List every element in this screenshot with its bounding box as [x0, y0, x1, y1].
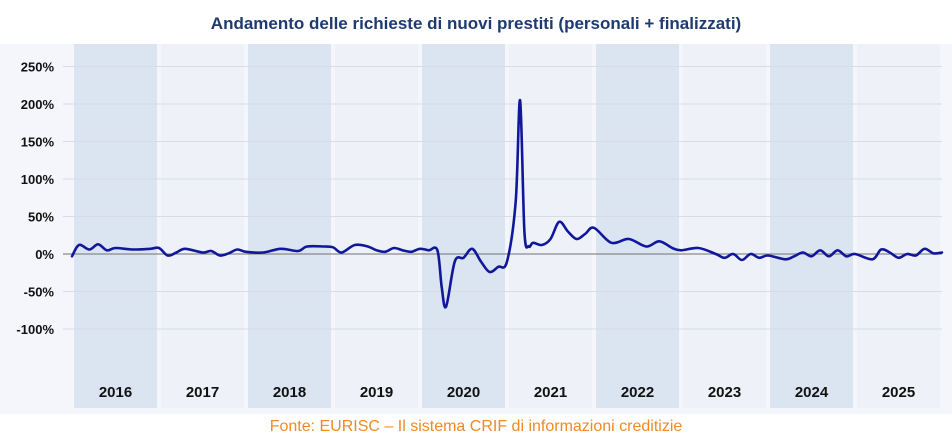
y-tick-label: 200%	[21, 97, 55, 112]
year-label-2025: 2025	[882, 384, 915, 401]
year-band-2023	[683, 44, 766, 408]
y-tick-label: -50%	[24, 285, 55, 300]
chart-title: Andamento delle richieste di nuovi prest…	[210, 14, 742, 33]
year-band-2018	[248, 44, 331, 408]
year-label-2021: 2021	[534, 384, 567, 401]
year-band-2025	[857, 44, 940, 408]
year-label-2023: 2023	[708, 384, 741, 401]
y-tick-label: 100%	[21, 172, 55, 187]
series-line	[70, 98, 944, 309]
year-band-2020	[422, 44, 505, 408]
grid-lines	[63, 66, 942, 330]
year-label-2020: 2020	[447, 384, 480, 401]
year-band-2016	[74, 44, 157, 408]
year-label-2016: 2016	[99, 384, 132, 401]
y-axis-ticks: 250% 200% 150% 100% 50% 0% -50% -100%	[16, 60, 54, 338]
year-band-2017	[161, 44, 244, 408]
y-tick-label: 0%	[35, 247, 54, 262]
year-bands	[74, 44, 940, 408]
year-label-2022: 2022	[621, 384, 654, 401]
year-band-2022	[596, 44, 679, 408]
year-band-2024	[770, 44, 853, 408]
y-tick-label: 50%	[28, 210, 54, 225]
year-band-2021	[509, 44, 592, 408]
year-band-2019	[335, 44, 418, 408]
year-label-2017: 2017	[186, 384, 219, 401]
year-label-2024: 2024	[795, 384, 829, 401]
year-label-2018: 2018	[273, 384, 306, 401]
source-caption: Fonte: EURISC – Il sistema CRIF di infor…	[269, 418, 683, 435]
year-labels: 2016 2017 2018 2019 2020 2021 2022 2023 2024 2025	[99, 384, 915, 401]
y-tick-label: 150%	[21, 135, 55, 150]
year-label-2019: 2019	[360, 384, 393, 401]
y-tick-label: -100%	[16, 322, 54, 337]
y-tick-label: 250%	[21, 60, 55, 75]
